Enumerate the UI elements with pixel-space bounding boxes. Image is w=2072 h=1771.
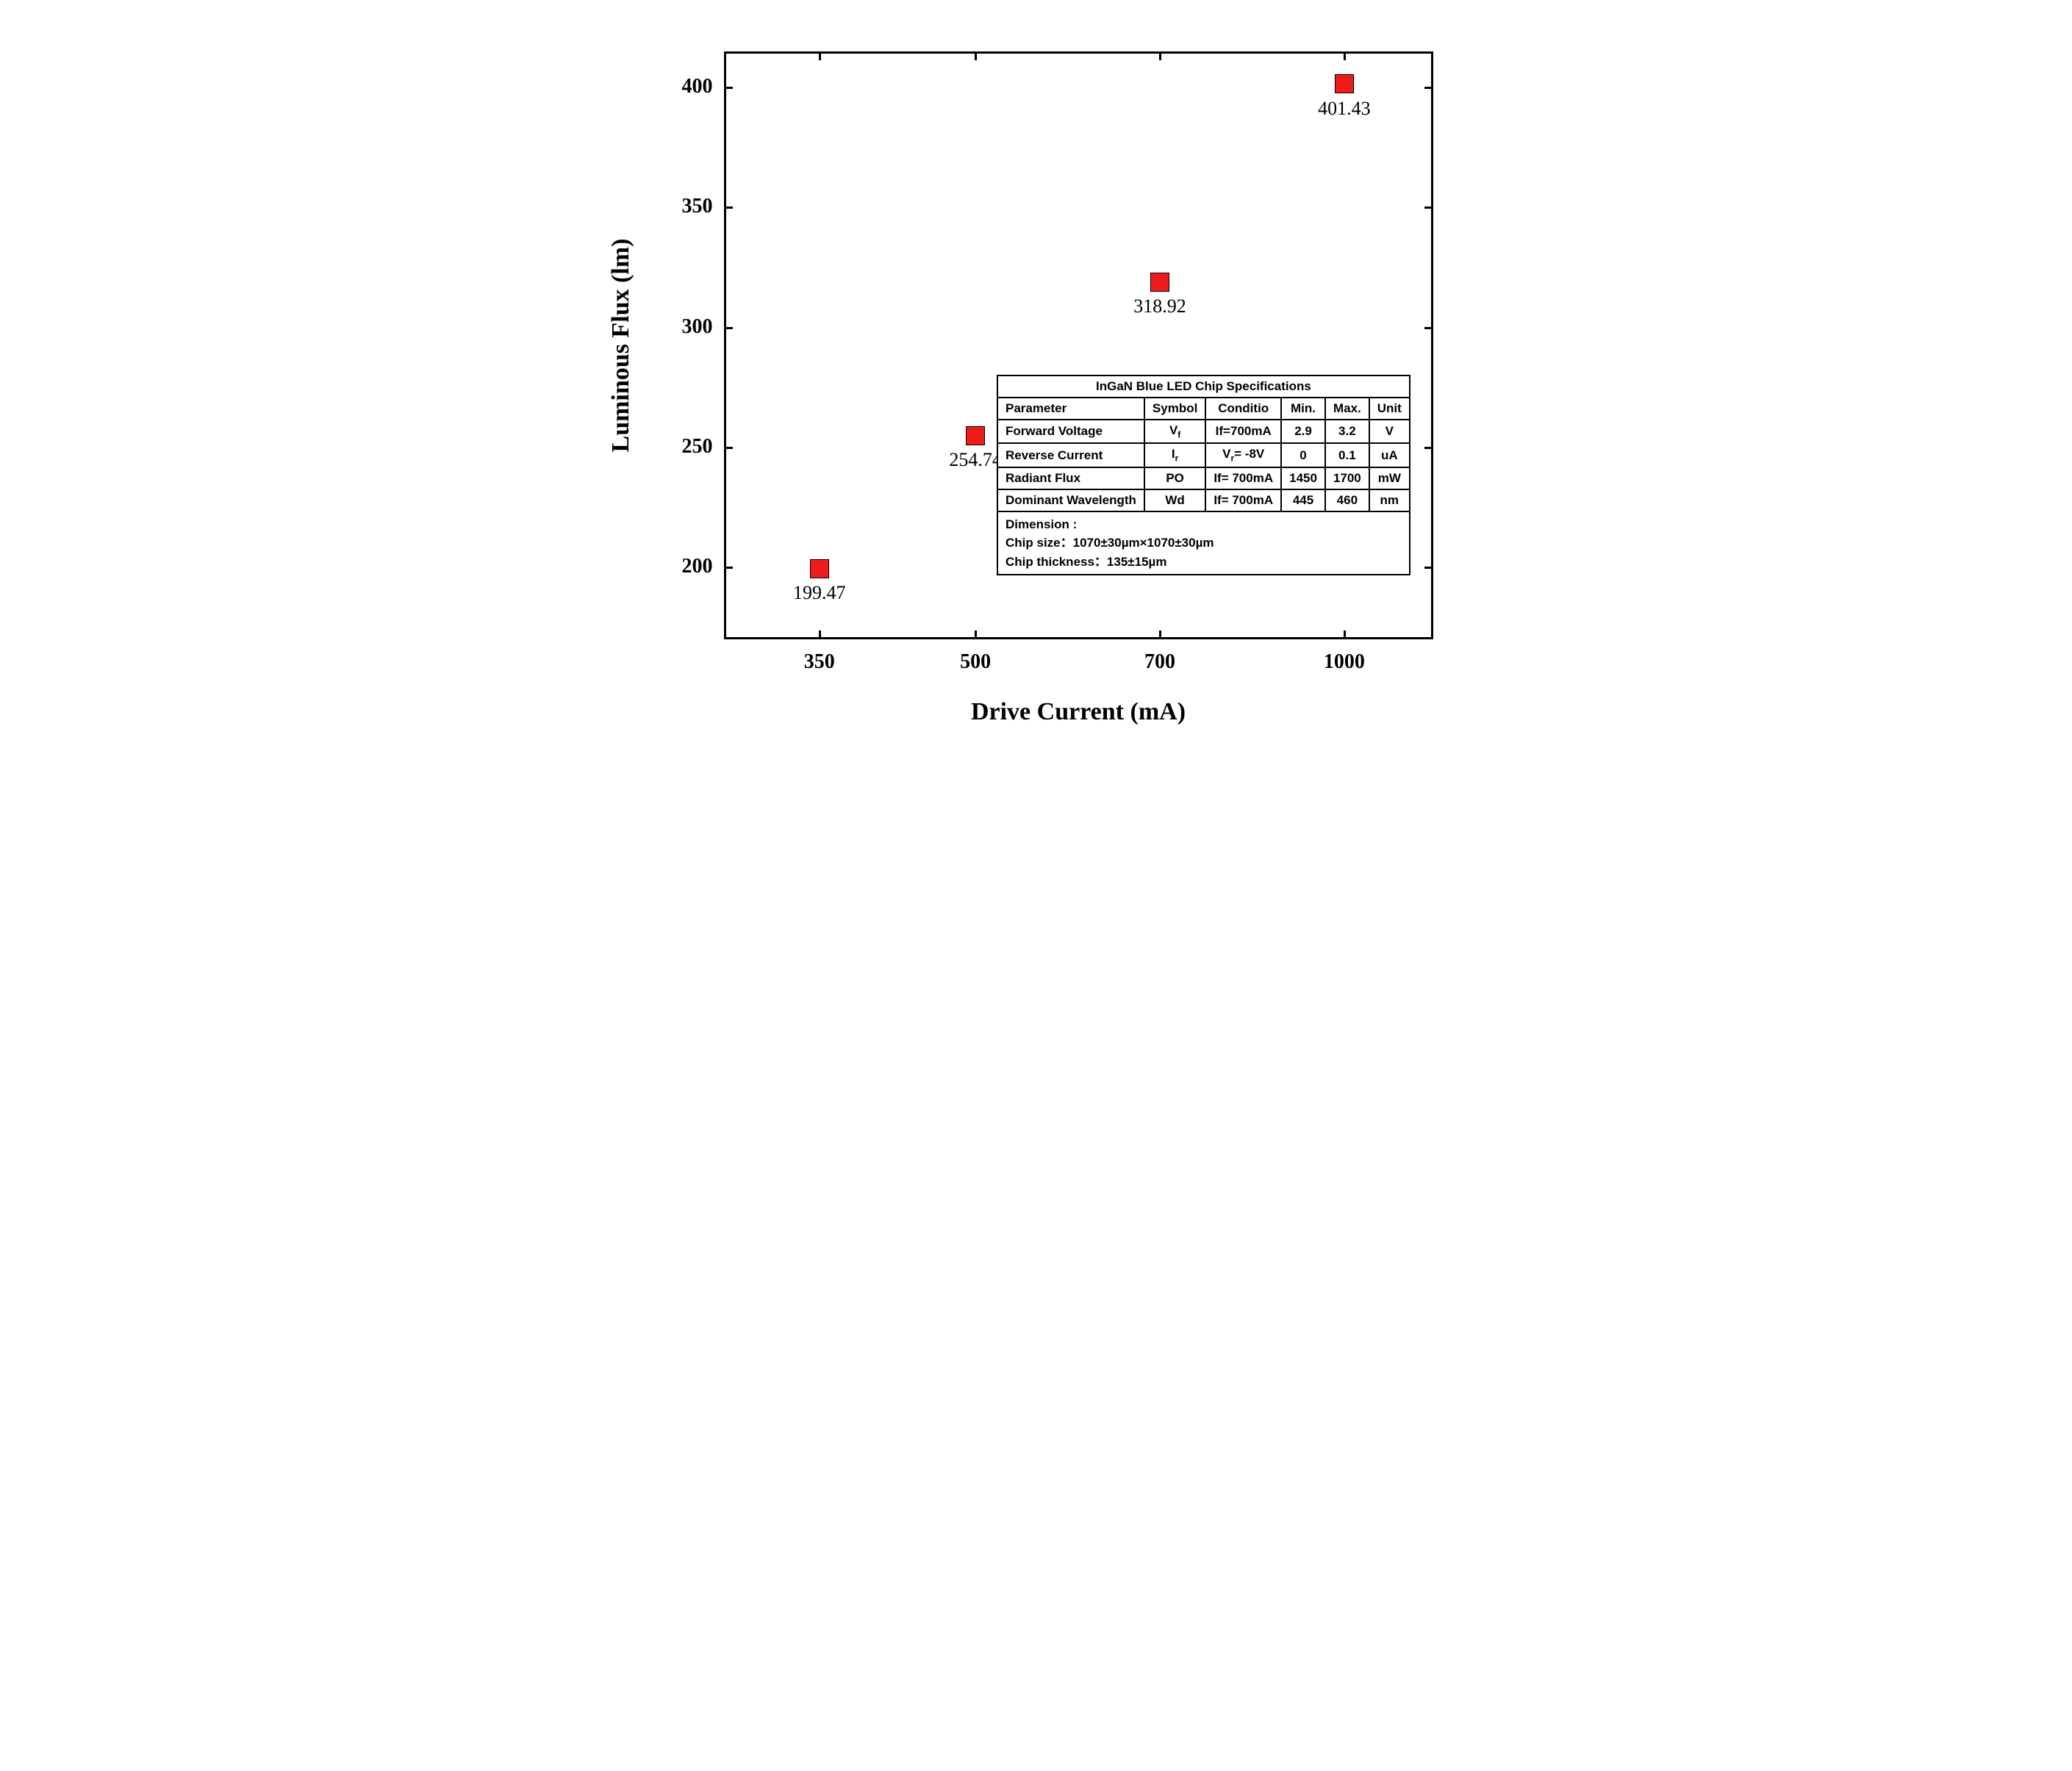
spec-cell: uA [1369, 443, 1410, 467]
spec-cell: If= 700mA [1205, 489, 1281, 511]
spec-table: InGaN Blue LED Chip Specifications Param… [997, 375, 1410, 575]
y-tick-label: 350 [669, 195, 713, 218]
spec-cell: Radiant Flux [997, 467, 1144, 489]
y-tick [1424, 447, 1433, 449]
spec-row: Radiant FluxPOIf= 700mA14501700mW [997, 467, 1410, 489]
y-tick [1424, 567, 1433, 569]
spec-cell: If= 700mA [1205, 467, 1281, 489]
spec-cell: 1450 [1281, 467, 1325, 489]
spec-cell: 0.1 [1325, 443, 1369, 467]
spec-cell: 445 [1281, 489, 1325, 511]
spec-row: Dominant WavelengthWdIf= 700mA445460nm [997, 489, 1410, 511]
spec-col-header: Max. [1325, 398, 1369, 420]
y-tick [724, 567, 733, 569]
spec-cell: 460 [1325, 489, 1369, 511]
spec-cell: 1700 [1325, 467, 1369, 489]
y-tick [724, 327, 733, 329]
spec-table-title: InGaN Blue LED Chip Specifications [997, 376, 1410, 398]
y-tick-label: 200 [669, 555, 713, 578]
spec-cell: 2.9 [1281, 420, 1325, 443]
spec-row: Reverse CurrentIrVr= -8V00.1uA [997, 443, 1410, 467]
y-tick-label: 400 [669, 75, 713, 98]
data-marker [810, 559, 829, 578]
y-tick [724, 87, 733, 89]
y-tick [1424, 327, 1433, 329]
data-marker [966, 426, 985, 445]
data-marker [1150, 273, 1169, 292]
spec-table-body: Forward VoltageVfIf=700mA2.93.2VReverse … [997, 420, 1410, 511]
x-tick-label: 1000 [1308, 650, 1381, 674]
x-tick [1344, 631, 1346, 639]
x-tick [1159, 51, 1161, 60]
spec-cell: Dominant Wavelength [997, 489, 1144, 511]
x-tick-label: 500 [939, 650, 1012, 674]
x-tick [1344, 51, 1346, 60]
spec-col-header: Parameter [997, 398, 1144, 420]
spec-col-header: Conditio [1205, 398, 1281, 420]
data-label: 254.74 [949, 449, 1002, 471]
spec-cell: Forward Voltage [997, 420, 1144, 443]
spec-cell: V [1369, 420, 1410, 443]
spec-cell: Reverse Current [997, 443, 1144, 467]
x-tick [1159, 631, 1161, 639]
x-tick [975, 51, 977, 60]
spec-col-header: Min. [1281, 398, 1325, 420]
data-label: 318.92 [1133, 295, 1186, 317]
x-tick-label: 350 [783, 650, 856, 674]
y-tick-label: 250 [669, 435, 713, 459]
x-tick [975, 631, 977, 639]
spec-cell: 3.2 [1325, 420, 1369, 443]
y-axis-label: Luminous Flux (lm) [607, 239, 635, 453]
y-tick-label: 300 [669, 315, 713, 339]
spec-cell: If=700mA [1205, 420, 1281, 443]
data-marker [1335, 74, 1354, 93]
x-tick [819, 51, 821, 60]
y-tick [1424, 206, 1433, 209]
spec-col-header: Symbol [1144, 398, 1205, 420]
x-tick [819, 631, 821, 639]
spec-cell: mW [1369, 467, 1410, 489]
spec-row: Forward VoltageVfIf=700mA2.93.2V [997, 420, 1410, 443]
x-tick-label: 700 [1123, 650, 1197, 674]
x-axis-label: Drive Current (mA) [724, 698, 1433, 726]
chart-container: Luminous Flux (lm) Drive Current (mA) 20… [595, 29, 1477, 783]
y-tick [724, 206, 733, 209]
spec-cell: Vr= -8V [1205, 443, 1281, 467]
spec-cell: Ir [1144, 443, 1205, 467]
spec-col-header: Unit [1369, 398, 1410, 420]
y-tick [1424, 87, 1433, 89]
data-label: 199.47 [793, 582, 846, 604]
y-tick [724, 447, 733, 449]
data-label: 401.43 [1318, 98, 1371, 120]
spec-cell: Wd [1144, 489, 1205, 511]
spec-cell: Vf [1144, 420, 1205, 443]
spec-table-dimension-cell: Dimension :Chip size：1070±30µm×1070±30µm… [997, 511, 1410, 575]
spec-table-header-row: ParameterSymbolConditioMin.Max.Unit [997, 398, 1410, 420]
spec-cell: nm [1369, 489, 1410, 511]
spec-cell: PO [1144, 467, 1205, 489]
spec-cell: 0 [1281, 443, 1325, 467]
